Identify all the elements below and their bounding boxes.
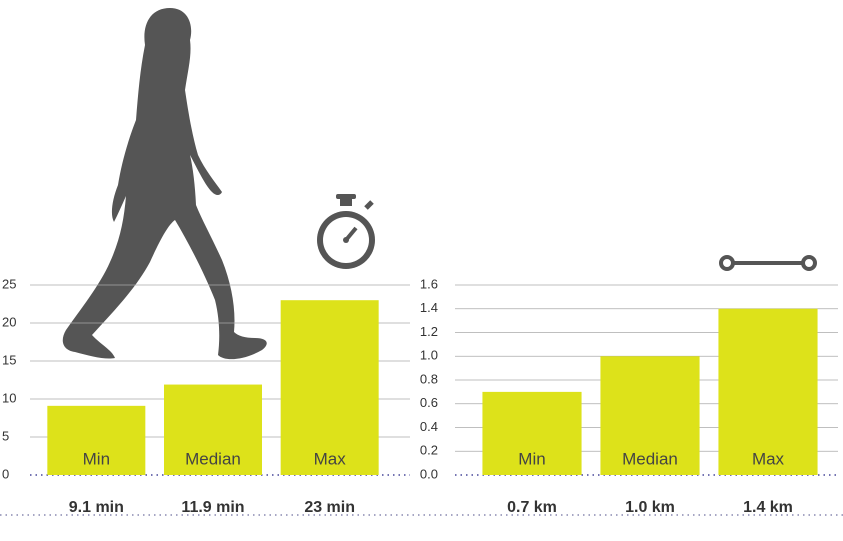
walker-silhouette bbox=[62, 8, 267, 360]
bar bbox=[47, 405, 146, 475]
category-label: Min bbox=[518, 449, 545, 468]
bar bbox=[164, 384, 262, 475]
y-tick-label: 20 bbox=[2, 314, 16, 329]
value-label: 1.4 km bbox=[743, 499, 793, 516]
y-tick-label: 0.0 bbox=[420, 466, 438, 481]
y-tick-label: 10 bbox=[2, 390, 16, 405]
value-label: 11.9 min bbox=[181, 499, 244, 516]
y-tick-label: 1.0 bbox=[420, 348, 438, 363]
y-tick-label: 0.2 bbox=[420, 443, 438, 458]
value-label: 23 min bbox=[304, 499, 355, 516]
y-tick-label: 0.6 bbox=[420, 395, 438, 410]
y-tick-label: 0.4 bbox=[420, 419, 438, 434]
bar bbox=[482, 391, 582, 475]
distance-icon bbox=[719, 255, 817, 271]
y-tick-label: 5 bbox=[2, 428, 9, 443]
value-label: 9.1 min bbox=[69, 499, 124, 516]
category-label: Median bbox=[622, 449, 678, 468]
stopwatch-icon bbox=[317, 194, 375, 269]
y-tick-label: 25 bbox=[2, 276, 16, 291]
y-tick-label: 15 bbox=[2, 352, 16, 367]
y-tick-label: 1.4 bbox=[420, 300, 438, 315]
y-tick-label: 1.2 bbox=[420, 324, 438, 339]
category-label: Median bbox=[185, 449, 241, 468]
value-label: 0.7 km bbox=[507, 499, 557, 516]
y-tick-label: 0 bbox=[2, 466, 9, 481]
bar bbox=[718, 308, 818, 475]
category-label: Max bbox=[752, 449, 785, 468]
y-tick-label: 0.8 bbox=[420, 371, 438, 386]
bar bbox=[280, 300, 379, 475]
bar bbox=[600, 356, 700, 475]
y-tick-label: 1.6 bbox=[420, 276, 438, 291]
value-label: 1.0 km bbox=[625, 499, 675, 516]
category-label: Min bbox=[83, 449, 110, 468]
category-label: Max bbox=[314, 449, 347, 468]
